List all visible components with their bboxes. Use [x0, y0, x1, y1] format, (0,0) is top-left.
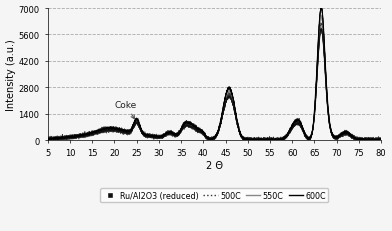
Text: Coke: Coke	[114, 100, 137, 119]
Y-axis label: Intensity (a.u.): Intensity (a.u.)	[5, 39, 16, 110]
Legend: Ru/Al2O3 (reduced), 500C, 550C, 600C: Ru/Al2O3 (reduced), 500C, 550C, 600C	[100, 188, 328, 202]
X-axis label: 2 Θ: 2 Θ	[206, 161, 223, 170]
